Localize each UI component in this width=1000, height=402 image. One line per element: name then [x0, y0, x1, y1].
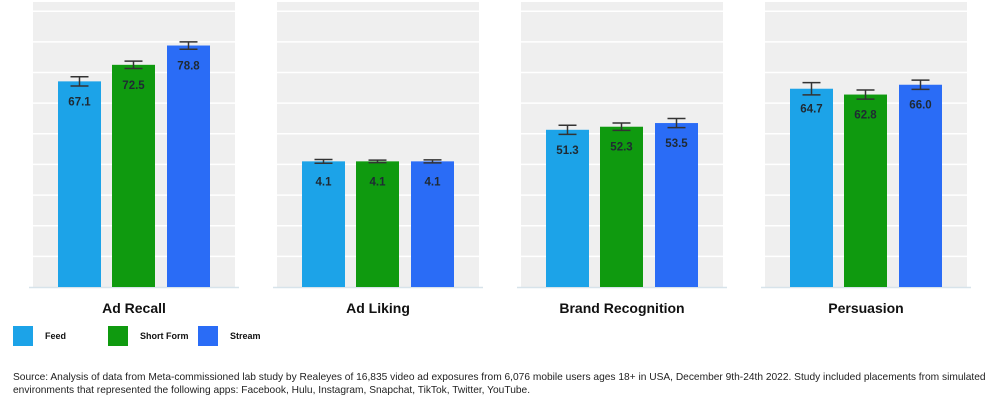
data-label: 62.8	[854, 110, 877, 122]
data-label: 67.1	[68, 96, 91, 108]
bar-feed	[58, 81, 101, 287]
data-label: 53.5	[665, 138, 688, 150]
group-title: Ad Liking	[346, 300, 410, 316]
bar-stream	[899, 84, 942, 287]
data-label: 66.0	[909, 100, 931, 112]
legend-item-short-form: Short Form	[108, 326, 198, 346]
bar-feed	[546, 129, 589, 287]
legend-item-stream: Stream	[198, 326, 261, 346]
data-label: 4.1	[370, 176, 387, 188]
data-label: 51.3	[556, 145, 578, 157]
group-title: Brand Recognition	[559, 300, 684, 316]
legend-label: Short Form	[140, 331, 189, 341]
bar-chart: 67.1 72.5 78.8 Ad Recall 4.1 4.1 4.1 Ad Liking 5…	[29, 2, 971, 316]
legend-label: Stream	[230, 331, 261, 341]
data-label: 4.1	[425, 176, 442, 188]
bar-feed	[302, 161, 345, 287]
legend-item-feed: Feed	[13, 326, 108, 346]
bar-short-form	[356, 161, 399, 287]
bar-feed	[790, 88, 833, 288]
bar-short-form	[844, 94, 887, 287]
data-label: 4.1	[316, 176, 333, 188]
legend-swatch-short-form	[108, 326, 128, 346]
data-label: 72.5	[122, 80, 145, 92]
legend: Feed Short Form Stream	[13, 326, 261, 346]
data-label: 64.7	[800, 104, 822, 116]
group-title: Ad Recall	[102, 300, 166, 316]
bar-stream	[167, 45, 210, 287]
group-title: Persuasion	[828, 300, 903, 316]
bar-stream	[411, 161, 454, 287]
data-label: 52.3	[610, 142, 632, 154]
bar-short-form	[112, 64, 155, 288]
data-label: 78.8	[177, 61, 200, 73]
bar-short-form	[600, 126, 643, 288]
legend-swatch-feed	[13, 326, 33, 346]
legend-swatch-stream	[198, 326, 218, 346]
source-note: Source: Analysis of data from Meta-commi…	[13, 372, 986, 396]
bar-stream	[655, 123, 698, 287]
legend-label: Feed	[45, 331, 67, 341]
